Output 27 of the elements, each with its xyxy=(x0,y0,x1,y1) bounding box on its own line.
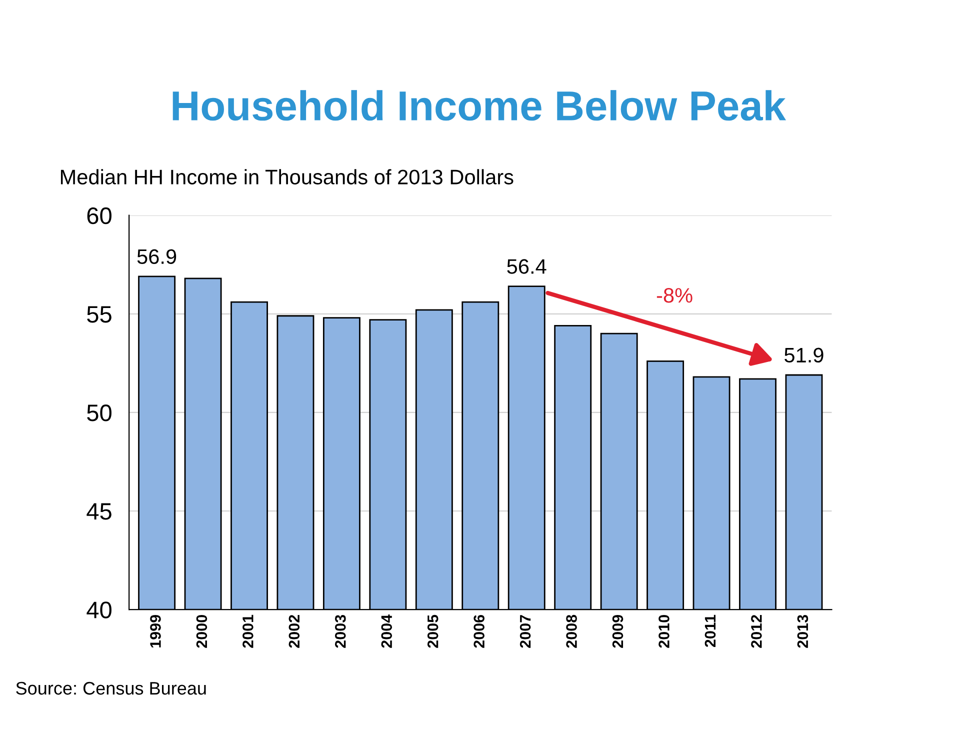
y-tick-label: 50 xyxy=(87,404,112,422)
x-tick-label: 2003 xyxy=(334,614,346,648)
source-note: Source: Census Bureau xyxy=(16,682,206,695)
x-tick-label: 2013 xyxy=(797,614,808,648)
y-tick-label: 55 xyxy=(87,306,112,323)
y-tick-label: 40 xyxy=(86,602,112,618)
data-label: 56.9 xyxy=(137,249,176,264)
x-tick-label: 1999 xyxy=(150,614,161,648)
annotation: -8% xyxy=(656,288,692,303)
x-tick-label: 2007 xyxy=(520,615,531,648)
y-tick-label: 60 xyxy=(87,207,112,224)
data-label: 51.9 xyxy=(784,348,824,363)
x-tick-label: 2001 xyxy=(242,614,254,648)
x-tick-label: 2006 xyxy=(474,614,484,648)
x-tick-label: 2011 xyxy=(704,614,716,648)
x-tick-label: 2002 xyxy=(288,615,300,648)
x-tick-label: 2010 xyxy=(658,615,670,648)
x-tick-label: 2004 xyxy=(381,614,392,648)
data-label: 56.4 xyxy=(507,259,546,274)
x-tick-label: 2009 xyxy=(612,614,624,648)
x-tick-label: 2008 xyxy=(566,614,577,648)
x-tick-label: 2000 xyxy=(196,615,208,648)
y-axis-title: Median HH Income in Thousands of 2013 Dollars xyxy=(60,169,514,184)
chart-title: Household Income Below Peak xyxy=(172,90,786,121)
x-tick-label: 2005 xyxy=(427,614,438,648)
x-tick-label: 2012 xyxy=(751,615,762,648)
y-tick-label: 45 xyxy=(86,503,112,520)
